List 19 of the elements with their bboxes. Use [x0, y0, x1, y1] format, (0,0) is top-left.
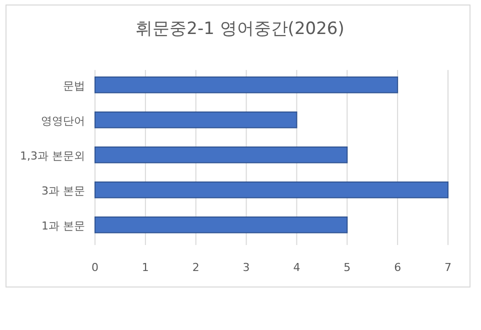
bar	[94, 216, 348, 234]
x-tick-label: 6	[394, 261, 402, 274]
bar	[94, 182, 448, 198]
x-tick-label: 7	[444, 261, 452, 274]
x-tick-label: 1	[142, 261, 149, 274]
y-tick-label: 3과 본문	[42, 184, 85, 198]
x-tick-label: 0	[92, 261, 98, 274]
bar	[94, 76, 398, 94]
x-tick-label: 2	[192, 261, 200, 274]
chart-title: 휘문중2-1 영어중간(2026)	[136, 19, 344, 39]
x-tick-label: 3	[242, 261, 250, 274]
y-tick-label: 문법	[63, 80, 85, 92]
y-tick-label: 영영단어	[41, 114, 85, 128]
y-tick-label: 1과 본문	[42, 220, 85, 232]
bar	[94, 146, 348, 164]
x-tick-label: 5	[344, 261, 351, 274]
y-tick-label: 1,3과 본문외	[20, 150, 85, 162]
x-tick-label: 4	[293, 261, 300, 274]
bar	[94, 112, 298, 128]
